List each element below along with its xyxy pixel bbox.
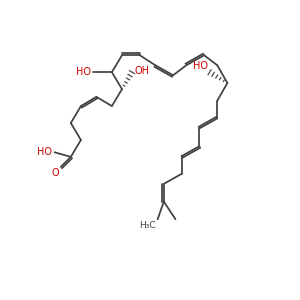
Text: H₃C: H₃C	[140, 221, 156, 230]
Text: HO: HO	[193, 61, 208, 71]
Text: HO: HO	[76, 67, 91, 77]
Text: OH: OH	[134, 66, 149, 76]
Text: O: O	[52, 168, 59, 178]
Text: HO: HO	[37, 147, 52, 157]
